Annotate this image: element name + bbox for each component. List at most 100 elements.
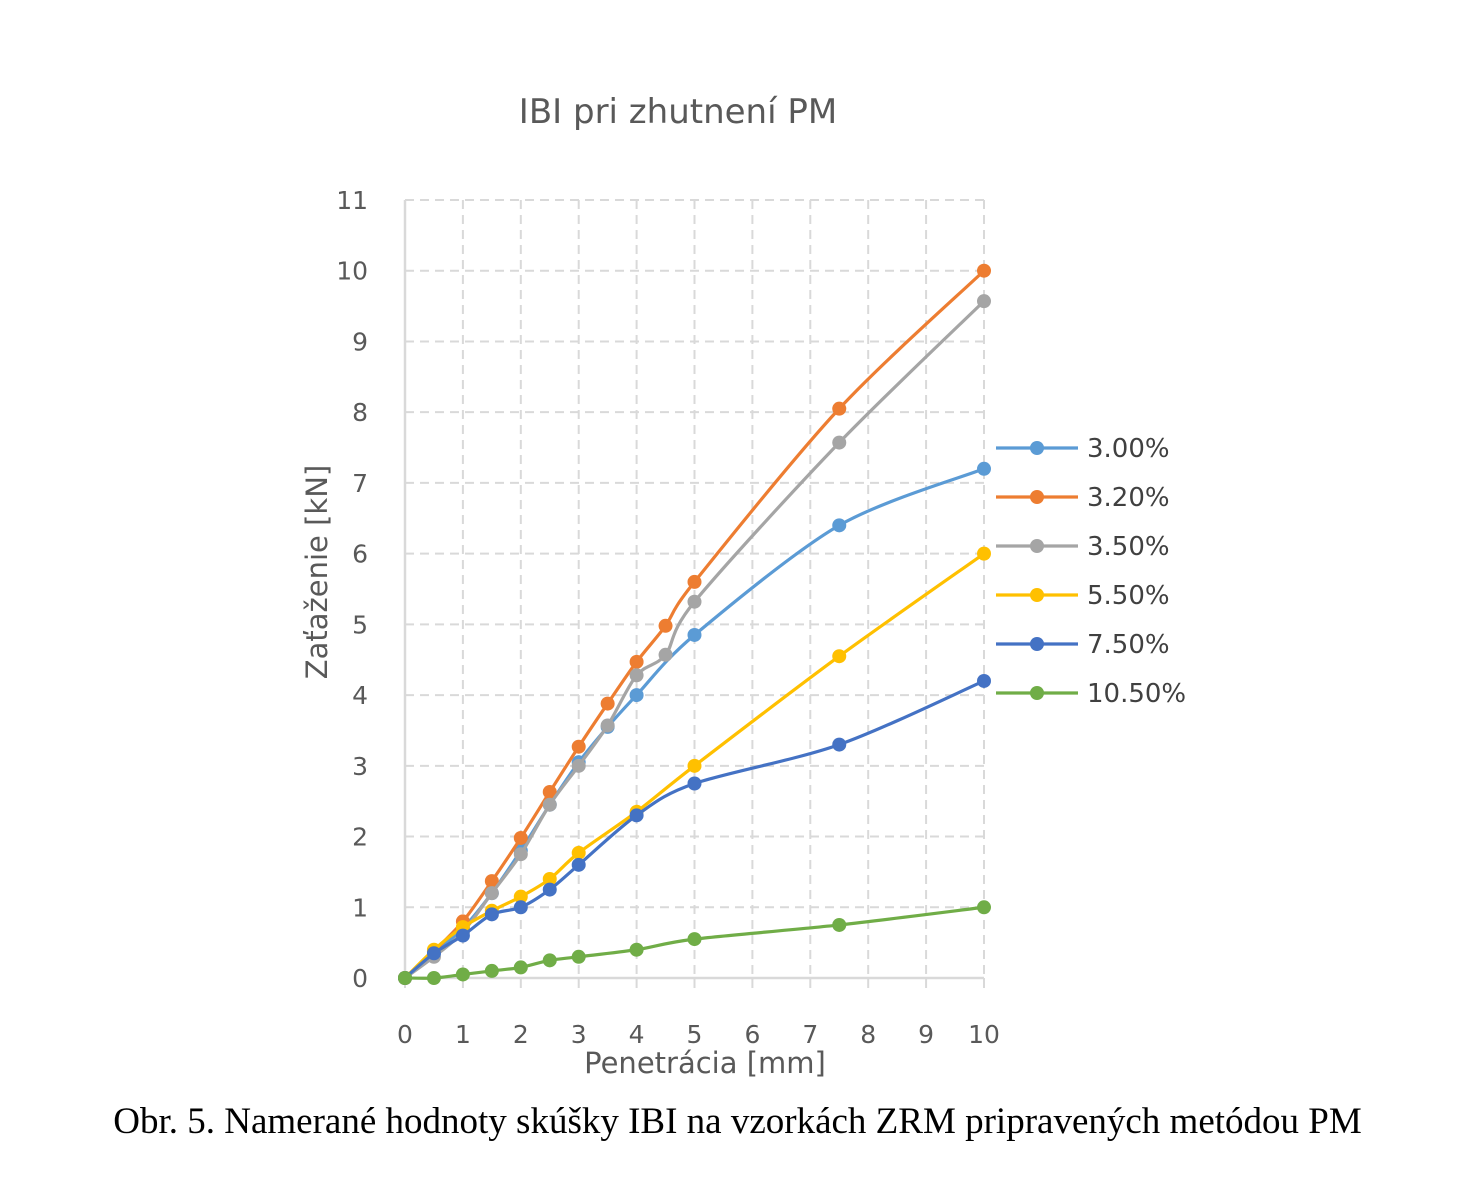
legend-entry: 3.00% [996, 434, 1170, 464]
legend-label: 3.00% [1087, 434, 1170, 464]
data-point [658, 618, 673, 633]
data-point [542, 871, 557, 886]
chart-title: IBI pri zhutnení PM [518, 92, 838, 132]
data-point [832, 649, 847, 664]
y-tick-label: 11 [336, 186, 368, 215]
legend-label: 7.50% [1087, 630, 1170, 660]
y-tick-label: 4 [352, 681, 368, 710]
data-point [542, 953, 557, 968]
data-point [513, 889, 528, 904]
data-point [542, 797, 557, 812]
legend-marker [1030, 637, 1044, 651]
legend-label: 5.50% [1087, 581, 1170, 611]
legend-marker [1030, 539, 1044, 553]
data-point [571, 758, 586, 773]
data-point [571, 739, 586, 754]
y-tick-label: 10 [336, 257, 368, 286]
legend: 3.00% 3.20% 3.50% 5.50% 7.50% 10.50% [996, 434, 1186, 709]
data-point [571, 857, 586, 872]
x-axis-title: Penetrácia [mm] [584, 1046, 826, 1080]
y-tick-label: 3 [352, 752, 368, 781]
x-tick-label: 4 [629, 1020, 645, 1049]
data-point [629, 688, 644, 703]
data-point [977, 673, 991, 688]
legend-marker [1030, 686, 1044, 700]
x-tick-label: 5 [687, 1020, 703, 1049]
data-point [513, 847, 528, 862]
data-point [484, 886, 499, 901]
y-tick-label: 1 [352, 893, 368, 922]
data-point [629, 942, 644, 957]
data-point [977, 546, 991, 561]
y-tick-label: 0 [352, 964, 368, 993]
data-point [513, 900, 528, 915]
x-tick-label: 0 [397, 1020, 413, 1049]
legend-marker [1030, 490, 1044, 504]
data-point [600, 718, 615, 733]
series-group [398, 263, 991, 985]
series-3.20% [398, 263, 991, 985]
data-point [571, 845, 586, 860]
data-point [426, 946, 441, 961]
legend-marker [1030, 441, 1044, 455]
data-point [484, 874, 499, 889]
x-tick-label: 7 [802, 1020, 818, 1049]
figure-caption: Obr. 5. Namerané hodnoty skúšky IBI na v… [113, 1101, 1362, 1142]
data-point [977, 263, 991, 278]
data-point [977, 900, 991, 915]
data-point [658, 647, 673, 662]
x-tick-label: 6 [744, 1020, 760, 1049]
x-tick-label: 1 [455, 1020, 471, 1049]
legend-entry: 5.50% [996, 581, 1170, 611]
y-tick-label: 2 [352, 823, 368, 852]
x-tick-label: 9 [918, 1020, 934, 1049]
y-tick-label: 7 [352, 469, 368, 498]
data-point [629, 808, 644, 823]
legend-entry: 3.50% [996, 532, 1170, 562]
series-line [403, 269, 986, 980]
legend-entry: 10.50% [996, 679, 1186, 709]
series-7.50% [398, 673, 991, 985]
data-point [629, 668, 644, 683]
data-point [832, 518, 847, 533]
data-point [600, 696, 615, 711]
data-point [687, 758, 702, 773]
legend-entry: 3.20% [996, 483, 1170, 513]
data-point [484, 963, 499, 978]
data-point [542, 882, 557, 897]
data-point [977, 461, 991, 476]
x-tick-label: 8 [860, 1020, 876, 1049]
data-point [629, 654, 644, 669]
legend-label: 3.20% [1087, 483, 1170, 513]
data-point [455, 928, 470, 943]
data-point [687, 574, 702, 589]
grid [405, 199, 985, 978]
data-point [484, 907, 499, 922]
axes: 0 1 2 3 4 5 6 7 8 9 10 0 1 2 3 4 5 6 7 8 9 10 11 [336, 186, 1000, 1049]
data-point [832, 737, 847, 752]
data-point [542, 784, 557, 799]
data-point [687, 932, 702, 947]
legend-label: 3.50% [1087, 532, 1170, 562]
data-point [455, 967, 470, 982]
data-point [398, 971, 412, 985]
x-tick-label: 2 [513, 1020, 529, 1049]
x-tick-label: 10 [968, 1020, 1000, 1049]
data-point [687, 627, 702, 642]
y-tick-label: 9 [352, 327, 368, 356]
data-point [687, 594, 702, 609]
y-axis-title: Zaťaženie [kN] [300, 465, 334, 679]
series-10.50% [398, 900, 991, 985]
data-point [832, 435, 847, 450]
y-tick-label: 5 [352, 610, 368, 639]
data-point [571, 949, 586, 964]
legend-marker [1030, 588, 1044, 602]
data-point [687, 776, 702, 791]
data-point [426, 971, 441, 985]
data-point [832, 917, 847, 932]
y-tick-label: 6 [352, 540, 368, 569]
x-tick-label: 3 [571, 1020, 587, 1049]
y-tick-label: 8 [352, 398, 368, 427]
legend-entry: 7.50% [996, 630, 1170, 660]
